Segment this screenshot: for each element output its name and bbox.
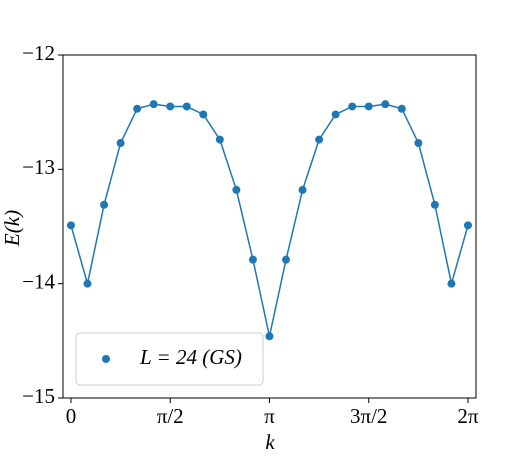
point: [381, 100, 390, 109]
x-tick-label: π: [264, 404, 275, 428]
point: [83, 279, 92, 288]
point: [116, 139, 125, 148]
point: [364, 102, 373, 111]
x-tick-label: 0: [66, 404, 77, 428]
x-tick-label: π/2: [157, 404, 184, 428]
point: [265, 332, 274, 341]
point: [248, 255, 257, 264]
point: [215, 135, 224, 144]
point: [166, 102, 175, 111]
point: [149, 100, 158, 109]
point: [397, 104, 406, 113]
point: [232, 185, 241, 194]
point: [199, 110, 208, 119]
y-tick-label: −15: [22, 384, 55, 408]
y-tick-label: −14: [22, 269, 55, 293]
legend-label: L = 24 (GS): [139, 345, 242, 369]
point: [282, 255, 291, 264]
point: [315, 135, 324, 144]
x-axis-label: k: [265, 430, 275, 454]
y-axis-label: E(k): [0, 210, 24, 247]
point: [298, 185, 307, 194]
point: [430, 200, 439, 209]
series-line: [70, 103, 469, 337]
point: [66, 221, 75, 230]
x-tick-label: 3π/2: [350, 404, 387, 428]
point: [331, 110, 340, 119]
point: [348, 102, 357, 111]
point: [463, 221, 472, 230]
point: [414, 139, 423, 148]
legend-box: [75, 332, 264, 386]
point: [133, 104, 142, 113]
point: [182, 102, 191, 111]
point: [447, 279, 456, 288]
point: [100, 200, 109, 209]
y-tick-label: −13: [22, 155, 55, 179]
legend-marker: [102, 355, 110, 363]
x-tick-label: 2π: [457, 404, 479, 428]
y-tick-label: −12: [22, 41, 55, 65]
